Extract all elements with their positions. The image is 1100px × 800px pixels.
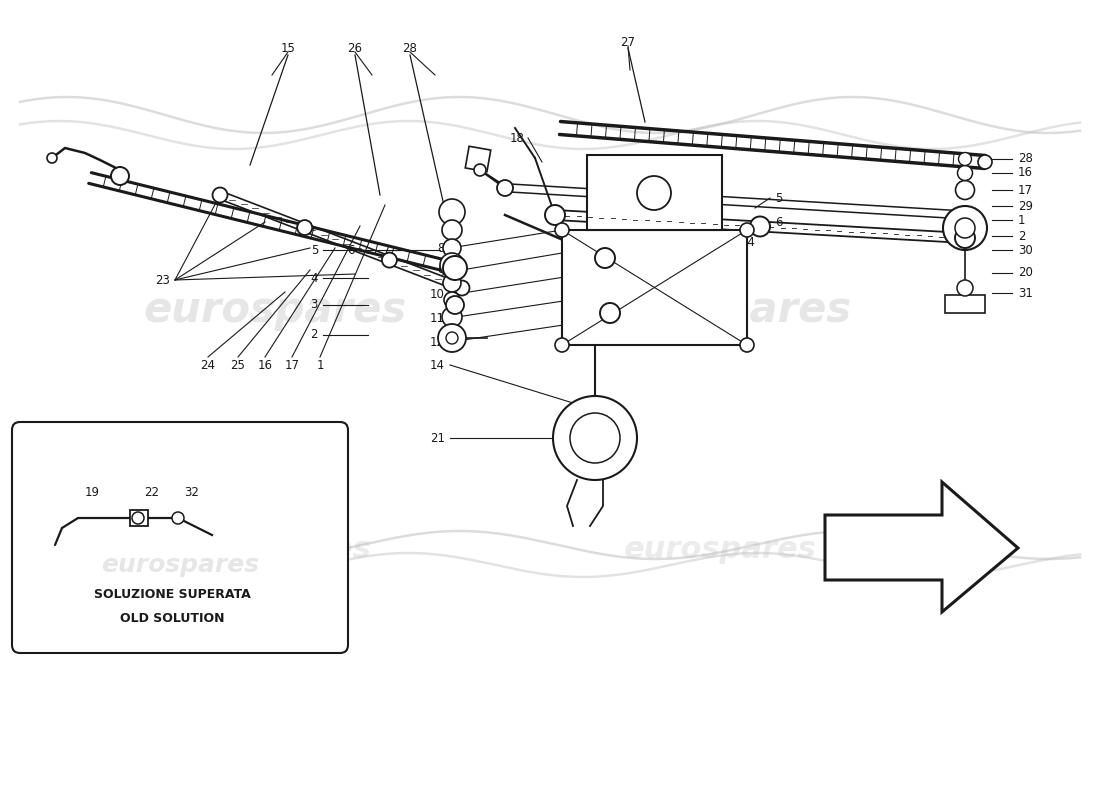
Circle shape [958,153,971,166]
Circle shape [956,181,975,199]
Circle shape [740,338,754,352]
Circle shape [957,166,972,181]
Bar [130,510,148,526]
Circle shape [443,256,468,280]
Text: 19: 19 [85,486,99,498]
Bar [587,155,722,230]
Circle shape [454,281,470,295]
Circle shape [297,220,312,235]
FancyBboxPatch shape [12,422,348,653]
Text: 34: 34 [740,235,756,249]
Text: 12: 12 [615,251,629,265]
Circle shape [442,220,462,240]
Text: 20: 20 [1018,266,1033,279]
Text: 5: 5 [310,243,318,257]
Circle shape [957,280,974,296]
Circle shape [440,253,464,277]
Circle shape [446,296,464,314]
Circle shape [600,303,620,323]
Text: 3: 3 [310,298,318,311]
Text: eurospares: eurospares [624,535,816,565]
Text: 16: 16 [257,358,273,371]
Text: 6: 6 [776,215,782,229]
Circle shape [442,307,462,327]
Text: 17: 17 [1018,183,1033,197]
Text: 24: 24 [200,358,216,371]
Circle shape [553,396,637,480]
Text: 30: 30 [1018,243,1033,257]
Text: 33: 33 [705,235,719,249]
Circle shape [443,325,461,343]
Text: eurospares: eurospares [101,553,260,577]
Circle shape [474,164,486,176]
Text: 10: 10 [430,289,446,302]
Circle shape [212,187,228,202]
Circle shape [497,180,513,196]
Text: 22: 22 [144,486,159,498]
Circle shape [556,223,569,237]
Text: 4: 4 [310,271,318,285]
Text: 11: 11 [430,311,446,325]
Text: 21: 21 [430,431,446,445]
Circle shape [443,239,461,257]
Text: OLD SOLUTION: OLD SOLUTION [120,611,224,625]
Text: 28: 28 [403,42,417,54]
Text: 12: 12 [430,335,446,349]
Text: 2: 2 [1018,230,1025,242]
Text: eurospares: eurospares [588,289,851,331]
Text: 15: 15 [280,42,296,54]
Text: SOLUZIONE SUPERATA: SOLUZIONE SUPERATA [94,589,251,602]
Text: 32: 32 [185,486,199,498]
Circle shape [172,512,184,524]
Text: eurospares: eurospares [143,289,407,331]
Circle shape [443,274,461,292]
Text: 17: 17 [285,358,299,371]
Circle shape [943,206,987,250]
Circle shape [955,228,975,248]
Text: 7: 7 [383,243,390,257]
Bar [945,295,984,313]
Text: 6: 6 [348,243,355,257]
Circle shape [438,324,466,352]
Text: 16: 16 [1018,166,1033,179]
Text: 5: 5 [776,191,782,205]
Text: 29: 29 [1018,199,1033,213]
Circle shape [446,332,458,344]
Circle shape [750,217,770,237]
Text: 14: 14 [430,358,446,371]
Text: 19: 19 [664,235,680,249]
Text: eurospares: eurospares [178,535,372,565]
Text: 26: 26 [348,42,363,54]
Bar [562,230,747,345]
Text: 25: 25 [231,358,245,371]
Polygon shape [825,482,1018,612]
Text: 1: 1 [1018,214,1025,226]
Circle shape [544,205,565,225]
Text: 28: 28 [1018,153,1033,166]
Text: 8: 8 [438,242,446,254]
Circle shape [47,153,57,163]
Circle shape [595,248,615,268]
Circle shape [444,292,460,308]
Circle shape [111,167,129,185]
Text: 31: 31 [1018,286,1033,299]
Circle shape [978,155,992,169]
Circle shape [556,338,569,352]
Text: 1: 1 [317,358,323,371]
Circle shape [132,512,144,524]
Text: 23: 23 [155,274,169,286]
Text: 9: 9 [438,266,446,278]
Text: 13: 13 [584,251,600,265]
Text: 18: 18 [510,131,525,145]
Circle shape [570,413,620,463]
Bar [465,146,491,172]
Circle shape [382,253,397,267]
Text: 2: 2 [310,329,318,342]
Circle shape [637,176,671,210]
Circle shape [740,223,754,237]
Text: 27: 27 [620,35,636,49]
Circle shape [955,218,975,238]
Circle shape [439,199,465,225]
